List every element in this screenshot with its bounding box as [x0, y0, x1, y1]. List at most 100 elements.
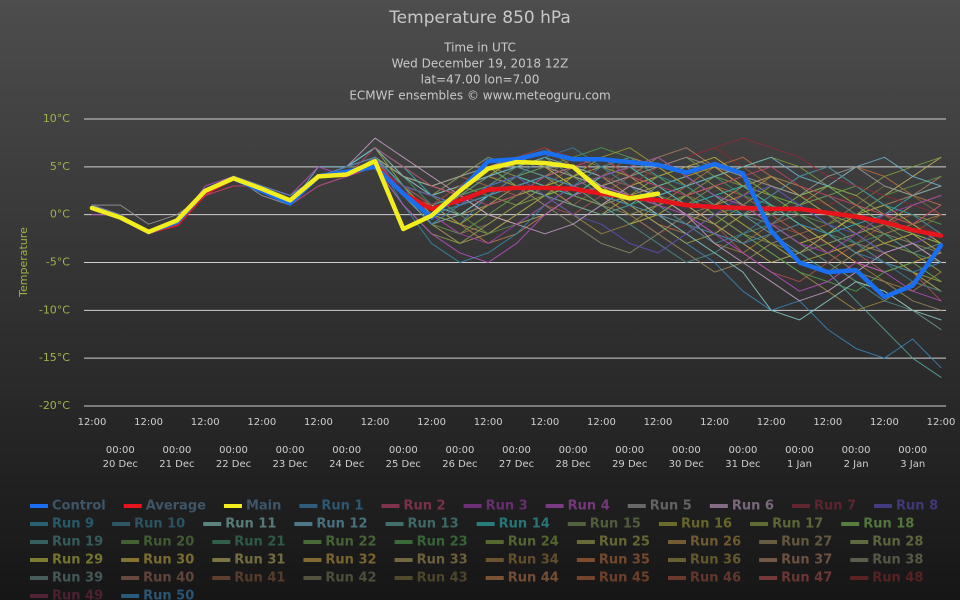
legend-item[interactable]: Run 8	[874, 499, 938, 514]
legend-item[interactable]: Run 29	[30, 553, 103, 568]
x-date-label: 24 Dec	[329, 459, 364, 470]
legend-label: Run 39	[52, 571, 103, 586]
legend-item[interactable]: Run 36	[667, 553, 741, 568]
x-tick-label: 00:00	[615, 445, 644, 456]
legend-label: Run 7	[814, 499, 856, 514]
legend-item[interactable]: Run 26	[667, 535, 741, 550]
legend-item[interactable]: Run 39	[30, 571, 103, 586]
legend-label: Run 6	[732, 499, 774, 514]
x-tick-label: 12:00	[191, 417, 220, 428]
legend-item[interactable]: Average	[123, 499, 206, 514]
legend-label: Run 27	[781, 535, 832, 550]
x-tick-label: 12:00	[247, 417, 276, 428]
x-tick-label: 00:00	[162, 445, 191, 456]
legend-item[interactable]: Run 28	[850, 535, 923, 550]
legend-item[interactable]: Main	[223, 499, 281, 514]
legend-item[interactable]: Run 32	[303, 553, 377, 568]
legend-item[interactable]: Run 10	[112, 517, 185, 532]
legend-item[interactable]: Run 48	[850, 571, 923, 586]
legend-label: Run 21	[234, 535, 285, 550]
legend-label: Run 31	[234, 553, 285, 568]
legend-item[interactable]: Run 42	[303, 571, 377, 586]
legend-item[interactable]: Run 47	[759, 571, 832, 586]
legend-item[interactable]: Run 22	[303, 535, 377, 550]
legend-item[interactable]: Run 37	[759, 553, 832, 568]
legend-label: Run 36	[690, 553, 741, 568]
legend-item[interactable]: Run 13	[385, 517, 459, 532]
x-date-label: 22 Dec	[216, 459, 251, 470]
x-tick-label: 00:00	[785, 445, 814, 456]
legend-item[interactable]: Run 41	[212, 571, 285, 586]
legend-item[interactable]: Run 16	[658, 517, 732, 532]
legend-item[interactable]: Run 6	[709, 499, 774, 514]
x-date-label: 23 Dec	[272, 459, 307, 470]
legend-label: Run 46	[690, 571, 741, 586]
legend-label: Run 45	[599, 571, 650, 586]
legend-item[interactable]: Control	[30, 499, 106, 514]
legend-item[interactable]: Run 5	[627, 499, 692, 514]
legend-label: Run 49	[52, 589, 103, 600]
x-tick-label: 12:00	[700, 417, 729, 428]
legend-label: Run 37	[781, 553, 832, 568]
legend-item[interactable]: Run 12	[294, 517, 368, 532]
legend-item[interactable]: Run 25	[576, 535, 650, 550]
x-date-label: 21 Dec	[159, 459, 194, 470]
y-tick-label: -10°C	[39, 303, 70, 316]
x-tick-label: 00:00	[842, 445, 871, 456]
legend-item[interactable]: Run 38	[850, 553, 923, 568]
legend-item[interactable]: Run 7	[791, 499, 856, 514]
x-tick-label: 00:00	[728, 445, 757, 456]
legend-item[interactable]: Run 46	[667, 571, 741, 586]
legend-item[interactable]: Run 50	[121, 589, 194, 600]
legend-label: Run 11	[225, 517, 276, 532]
legend-item[interactable]: Run 44	[485, 571, 559, 586]
legend-label: Run 15	[590, 517, 641, 532]
legend-item[interactable]: Run 17	[750, 517, 823, 532]
legend-item[interactable]: Run 4	[545, 499, 610, 514]
legend-item[interactable]: Run 30	[121, 553, 194, 568]
x-tick-label: 00:00	[332, 445, 361, 456]
legend-item[interactable]: Run 34	[485, 553, 559, 568]
legend-item[interactable]: Run 11	[203, 517, 276, 532]
legend-item[interactable]: Run 24	[485, 535, 559, 550]
legend-label: Run 3	[486, 499, 528, 514]
legend-label: Run 34	[508, 553, 559, 568]
x-tick-label: 00:00	[219, 445, 248, 456]
x-date-label: 1 Jan	[787, 459, 812, 470]
legend-label: Run 42	[325, 571, 376, 586]
legend-item[interactable]: Run 35	[576, 553, 650, 568]
series-line	[89, 158, 661, 235]
legend-item[interactable]: Run 2	[381, 499, 446, 514]
legend-item[interactable]: Run 43	[394, 571, 468, 586]
legend-item[interactable]: Run 23	[394, 535, 468, 550]
legend-label: Run 41	[234, 571, 285, 586]
x-tick-label: 12:00	[587, 417, 616, 428]
legend-item[interactable]: Run 40	[121, 571, 194, 586]
legend-item[interactable]: Run 1	[299, 499, 363, 514]
legend-item[interactable]: Run 27	[759, 535, 832, 550]
legend-item[interactable]: Run 21	[212, 535, 285, 550]
legend-item[interactable]: Run 9	[30, 517, 94, 532]
legend-label: Run 26	[690, 535, 741, 550]
legend-item[interactable]: Run 18	[841, 517, 914, 532]
x-date-label: 28 Dec	[555, 459, 590, 470]
x-tick-label: 00:00	[106, 445, 135, 456]
legend-item[interactable]: Run 49	[30, 589, 103, 600]
legend-item[interactable]: Run 33	[394, 553, 468, 568]
legend-label: Run 4	[568, 499, 610, 514]
legend-label: Control	[52, 499, 106, 514]
legend-item[interactable]: Run 45	[576, 571, 650, 586]
legend-item[interactable]: Run 15	[567, 517, 641, 532]
legend-item[interactable]: Run 3	[463, 499, 528, 514]
legend-item[interactable]: Run 20	[121, 535, 194, 550]
x-date-label: 25 Dec	[386, 459, 421, 470]
legend-label: Run 19	[52, 535, 103, 550]
y-tick-label: -5°C	[46, 256, 70, 269]
x-tick-label: 12:00	[134, 417, 163, 428]
legend-item[interactable]: Run 19	[30, 535, 103, 550]
legend-item[interactable]: Run 14	[476, 517, 550, 532]
run-line	[91, 147, 942, 235]
legend-item[interactable]: Run 31	[212, 553, 285, 568]
y-tick-label: 0°C	[50, 208, 70, 221]
